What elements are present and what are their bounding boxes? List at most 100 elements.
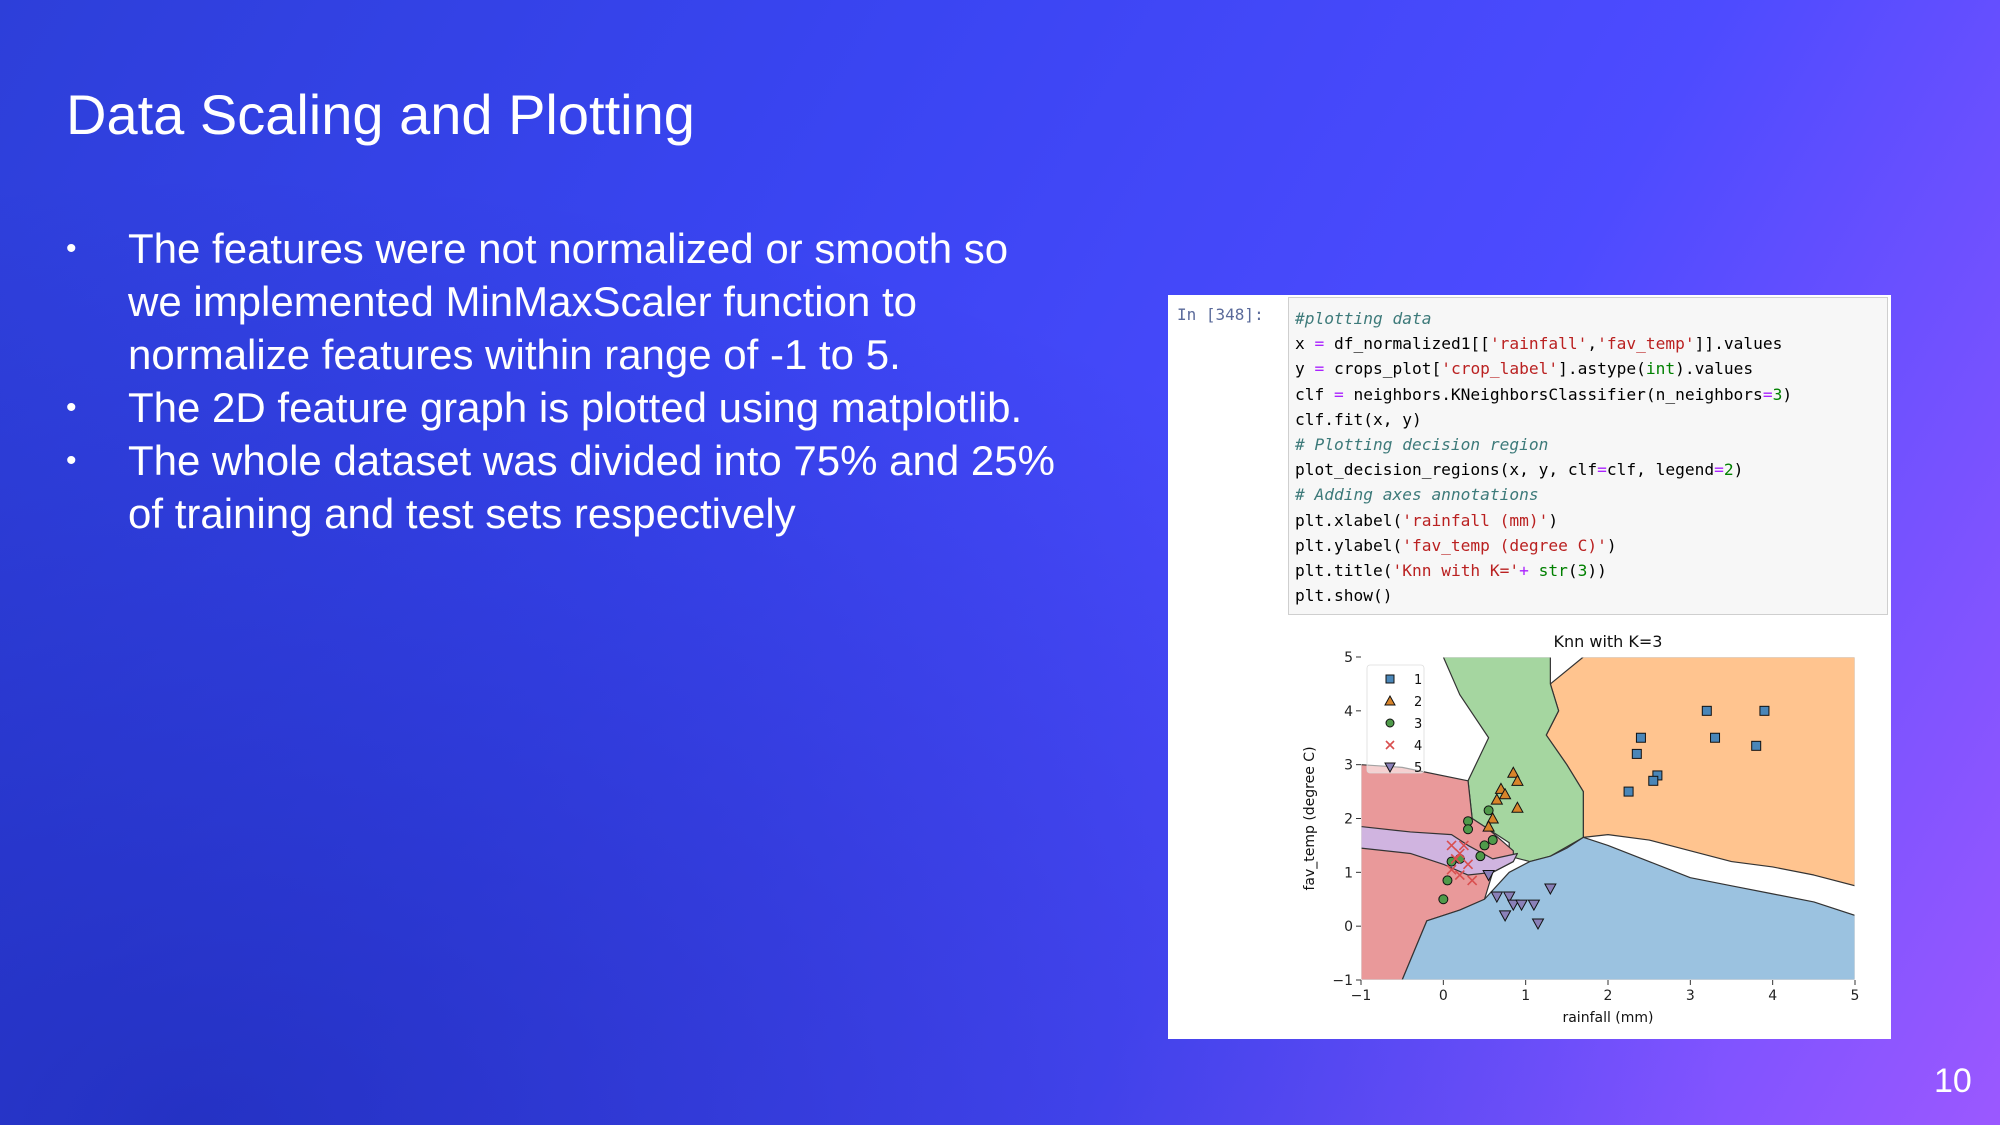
x-tick-label: 5 [1851,988,1860,1004]
code-line: #plotting data [1295,306,1887,331]
data-point-class-3 [1483,805,1494,816]
code-token: = [1597,460,1607,480]
code-token: 'fav_temp (degree C)' [1402,535,1607,555]
data-point-class-5 [1482,870,1495,882]
legend-label: 2 [1414,695,1422,710]
data-point-class-1 [1631,748,1642,759]
code-cell: #plotting data x = df_normalized1[['rainf… [1288,297,1888,615]
data-point-class-1 [1635,732,1646,743]
code-token: = [1714,460,1724,480]
y-tick-label: 2 [1344,812,1353,828]
code-token: y [1295,359,1315,379]
code-token: clf, legend [1606,460,1715,480]
data-point-class-1 [1701,705,1712,716]
x-tick-label: 3 [1686,988,1695,1004]
code-line: # Plotting decision region [1295,432,1887,457]
data-point-class-4 [1462,859,1474,870]
data-point-class-4 [1454,848,1465,859]
code-token: 'crop_label' [1441,359,1559,379]
legend-marker-3 [1385,718,1395,728]
code-token: 3 [1772,384,1783,404]
code-token: #plotting data [1295,309,1432,328]
data-point-class-1 [1623,786,1634,797]
code-line: x = df_normalized1[['rainfall','fav_temp… [1295,331,1887,356]
code-token: clf [1295,384,1334,404]
code-token: + [1519,561,1529,581]
code-token: int [1645,359,1676,379]
data-point-class-4 [1458,840,1469,851]
legend-label: 4 [1414,739,1422,754]
data-point-class-2 [1511,774,1524,786]
data-point-class-2 [1482,820,1495,832]
code-token: )) [1587,561,1607,581]
bullet-dot: • [66,232,77,265]
code-line: y = crops_plot['crop_label'].astype(int)… [1295,356,1887,381]
legend-label: 1 [1414,673,1422,688]
code-token: ]].values [1694,334,1783,354]
data-point-class-2 [1511,801,1524,813]
data-point-class-5 [1502,891,1516,904]
x-tick-label: 2 [1604,988,1613,1004]
data-point-class-4 [1446,864,1457,875]
code-token: = [1762,384,1773,404]
legend-label: 5 [1414,761,1422,776]
code-token: str [1538,561,1568,581]
y-axis-label: fav_temp (degree C) [1302,746,1318,890]
data-point-class-3 [1446,856,1457,867]
data-point-class-3 [1487,835,1498,846]
data-point-class-3 [1438,894,1449,905]
code-token: 'rainfall' [1489,334,1588,354]
code-token: , [1587,334,1598,354]
data-point-class-5 [1531,918,1545,931]
data-point-class-5 [1527,899,1541,912]
data-point-class-4 [1454,869,1465,881]
code-token: ].astype( [1558,359,1646,379]
code-token: # Plotting decision region [1295,435,1549,455]
data-point-class-1 [1751,740,1762,751]
code-token: plt.title( [1295,561,1393,581]
code-token: x [1295,334,1315,354]
legend-marker-5 [1384,762,1396,774]
code-line: plt.show() [1295,583,1887,608]
legend-marker-2 [1384,694,1396,706]
code-token: = [1314,359,1325,379]
cell-prompt: In [348]: [1177,305,1264,324]
code-line: clf.fit(x, y) [1295,407,1887,432]
code-token: crops_plot[ [1324,359,1442,379]
decision-region-4 [1361,825,1519,876]
code-line: plt.title('Knn with K='+ str(3)) [1295,558,1887,583]
code-token: # Adding axes annotations [1295,485,1539,505]
x-tick-label: 0 [1439,988,1448,1004]
data-point-class-3 [1463,824,1474,835]
data-point-class-4 [1450,853,1461,864]
legend-box [1366,664,1425,774]
code-token: ) [1606,535,1617,555]
code-token: = [1314,334,1325,354]
data-point-class-4 [1446,840,1457,851]
data-point-class-2 [1498,787,1512,800]
y-tick-label: 4 [1344,704,1353,720]
data-point-class-5 [1544,883,1557,896]
code-token: ) [1733,460,1744,480]
code-line: plt.xlabel('rainfall (mm)') [1295,508,1887,533]
data-point-class-2 [1506,766,1520,778]
y-tick-label: 5 [1344,650,1353,666]
code-token: neighbors.KNeighborsClassifier(n_neighbo… [1343,384,1763,404]
bullet-list: • The features were not normalized or smo… [66,222,1056,540]
data-point-class-4 [1467,875,1478,886]
code-token: ( [1567,561,1578,581]
data-point-class-1 [1710,732,1721,743]
x-tick-label: −1 [1351,988,1372,1004]
code-token: plt.show() [1295,586,1393,606]
bullet-item: • The whole dataset was divided into 75% … [66,434,1056,540]
code-token: 'fav_temp' [1597,334,1695,354]
slide-title: Data Scaling and Plotting [66,83,695,146]
y-tick-label: −1 [1332,973,1353,989]
code-token: ) [1548,510,1559,530]
data-point-class-5 [1506,899,1520,912]
decision-regions [1361,657,1855,980]
knn-decision-plot: −1 0 1 2 3 4 5 −1 0 1 2 3 4 5 Knn with K=3 rainfall (mm… [1302,632,1860,1026]
y-tick-label: 1 [1344,865,1353,881]
code-token: plt.ylabel( [1295,535,1403,555]
bullet-item: • The 2D feature graph is plotted using m… [66,381,1056,434]
